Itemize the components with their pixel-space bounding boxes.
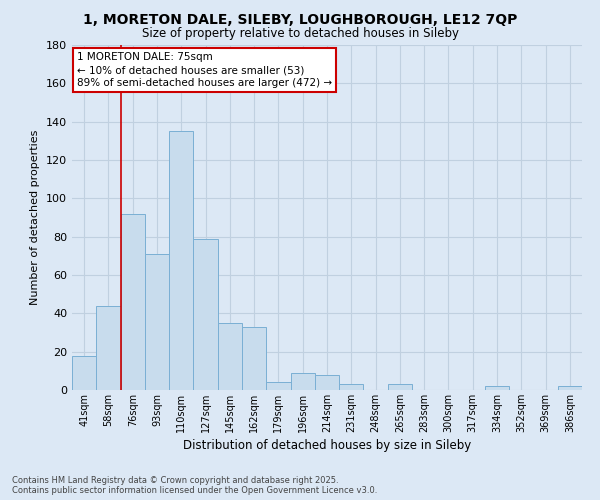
Bar — [485, 386, 509, 390]
Bar — [315, 374, 339, 390]
Bar — [145, 254, 169, 390]
Bar — [96, 306, 121, 390]
X-axis label: Distribution of detached houses by size in Sileby: Distribution of detached houses by size … — [183, 439, 471, 452]
Text: Contains HM Land Registry data © Crown copyright and database right 2025.
Contai: Contains HM Land Registry data © Crown c… — [12, 476, 377, 495]
Bar — [121, 214, 145, 390]
Bar — [72, 356, 96, 390]
Bar — [290, 373, 315, 390]
Text: Size of property relative to detached houses in Sileby: Size of property relative to detached ho… — [142, 28, 458, 40]
Y-axis label: Number of detached properties: Number of detached properties — [31, 130, 40, 305]
Text: 1 MORETON DALE: 75sqm
← 10% of detached houses are smaller (53)
89% of semi-deta: 1 MORETON DALE: 75sqm ← 10% of detached … — [77, 52, 332, 88]
Bar — [558, 386, 582, 390]
Text: 1, MORETON DALE, SILEBY, LOUGHBOROUGH, LE12 7QP: 1, MORETON DALE, SILEBY, LOUGHBOROUGH, L… — [83, 12, 517, 26]
Bar — [339, 384, 364, 390]
Bar — [218, 323, 242, 390]
Bar — [388, 384, 412, 390]
Bar — [266, 382, 290, 390]
Bar — [242, 327, 266, 390]
Bar — [169, 131, 193, 390]
Bar — [193, 238, 218, 390]
